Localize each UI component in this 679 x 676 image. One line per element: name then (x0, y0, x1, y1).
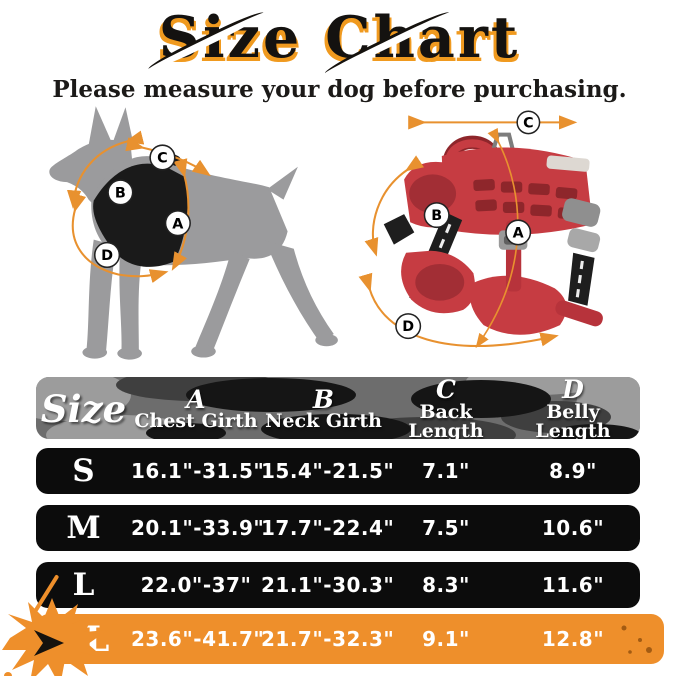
size-label: M (66, 510, 101, 546)
column-letter-d: D (562, 377, 584, 404)
chest-girth-value: 22.0"-37" (140, 573, 252, 597)
measure-point-labels: C B A D (395, 110, 541, 340)
neck-girth-value: 17.7"-22.4" (261, 516, 395, 540)
svg-text:D: D (101, 248, 113, 264)
harness-illustration (383, 132, 603, 335)
size-label: L (72, 567, 95, 603)
camo-background (36, 377, 640, 439)
measure-point-b: B (107, 179, 134, 206)
table-row-size-l: L 22.0"-37" 21.1"-30.3" 8.3" 11.6" (36, 562, 640, 608)
neck-girth-value: 15.4"-21.5" (261, 459, 395, 483)
measure-point-d: D (93, 241, 121, 269)
measure-point-c: C (516, 110, 541, 135)
column-header-neck: B Neck Girth (261, 387, 386, 432)
svg-text:A: A (513, 226, 524, 242)
back-length-value: 9.1" (422, 627, 470, 651)
belly-length-value: 11.6" (541, 573, 605, 597)
measure-point-a: A (505, 219, 532, 246)
dog-measurement-diagram: B C A D (49, 106, 338, 360)
column-letter-b: B (312, 384, 335, 414)
svg-text:C: C (523, 116, 533, 132)
back-length-value: 7.1" (422, 459, 470, 483)
back-length-value: 7.5" (422, 516, 470, 540)
chest-girth-value: 20.1"-33.9" (131, 516, 265, 540)
side-strap-end (383, 214, 415, 245)
column-name-belly-length: Belly Length (535, 400, 611, 439)
column-name-chest-girth: Chest Girth (134, 410, 258, 433)
svg-text:D: D (402, 319, 414, 335)
size-label: S (72, 453, 95, 489)
table-row-size-m: M 20.1"-33.9" 17.7"-22.4" 7.5" 10.6" (36, 505, 640, 551)
column-header-belly: D Belly Length (506, 377, 640, 439)
back-length-value: 8.3" (422, 573, 470, 597)
belly-length-value: 8.9" (549, 459, 597, 483)
column-letter-c: C (436, 377, 456, 404)
measure-point-a: A (164, 210, 191, 237)
svg-text:C: C (157, 151, 168, 167)
page-subtitle: Please measure your dog before purchasin… (52, 76, 627, 103)
chest-girth-value: 16.1"-31.5" (131, 459, 265, 483)
size-label: XL (57, 618, 110, 660)
column-header-chest: A Chest Girth (131, 387, 261, 432)
chest-girth-value: 23.6"-41.7" (131, 627, 265, 651)
svg-text:B: B (431, 208, 442, 224)
svg-text:B: B (115, 186, 126, 202)
side-release-buckle (562, 198, 601, 227)
table-row-size-s: S 16.1"-31.5" 15.4"-21.5" 7.1" 8.9" (36, 448, 640, 494)
neck-girth-value: 21.1"-30.3" (261, 573, 395, 597)
velcro-patch (546, 155, 590, 172)
dog-silhouette (49, 106, 338, 360)
neck-girth-value: 21.7"-32.3" (261, 627, 395, 651)
table-row-size-xl-highlighted: XL 23.6"-41.7" 21.7"-32.3" 9.1" 12.8" (2, 598, 664, 676)
belly-length-value: 10.6" (541, 516, 605, 540)
column-header-size: Size (40, 387, 127, 432)
belly-length-value: 12.8" (541, 627, 605, 651)
size-table-header: Size A Chest Girth B Neck Girth C Back L… (36, 377, 640, 439)
column-name-back-length: Back Length (408, 400, 484, 439)
measure-point-b: B (423, 202, 450, 229)
measure-point-labels: B C A D (93, 144, 191, 269)
column-header-back: C Back Length (386, 377, 506, 439)
svg-text:A: A (172, 216, 184, 232)
speckle-dots-decoration (621, 625, 652, 654)
column-letter-a: A (186, 384, 206, 414)
measure-point-d: D (395, 313, 422, 340)
column-name-neck-girth: Neck Girth (265, 410, 382, 433)
measure-point-c: C (149, 144, 176, 171)
harness-measurement-diagram: C B A D (358, 110, 603, 349)
